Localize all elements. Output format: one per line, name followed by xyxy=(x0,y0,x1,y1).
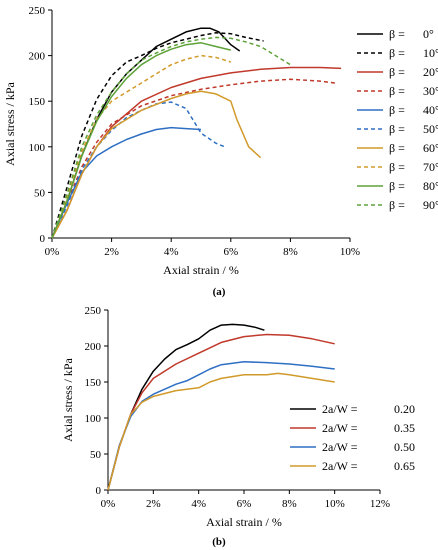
x-tick-label: 0% xyxy=(45,246,60,258)
y-axis-label-b: Axial stress / kPa xyxy=(61,358,75,442)
legend-a: β = 0° β = 10° β = 20° β = 30° β = 40° β = 50… xyxy=(357,27,438,212)
series-line-60 xyxy=(51,90,262,239)
x-tick-label: 0% xyxy=(101,498,116,510)
legend-label: 0.65 xyxy=(394,459,415,473)
y-tick-label: 150 xyxy=(85,377,102,389)
series-line-40 xyxy=(51,126,202,239)
legend-prefix: β = xyxy=(389,27,405,41)
panel-label-a: (a) xyxy=(213,286,226,298)
legend-label: 0.35 xyxy=(394,421,415,435)
legend-prefix: β = xyxy=(389,160,405,174)
x-tick-label: 4% xyxy=(164,246,179,258)
x-tick-label: 8% xyxy=(282,498,297,510)
series-line-80 xyxy=(51,42,231,239)
y-tick-label: 100 xyxy=(85,413,102,425)
y-tick-label: 0 xyxy=(40,233,46,245)
legend-prefix: β = xyxy=(389,179,405,193)
x-tick-label: 12% xyxy=(370,498,390,510)
y-tick-label: 250 xyxy=(29,5,46,17)
legend-label: 90° xyxy=(423,198,438,212)
legend-prefix: β = xyxy=(389,65,405,79)
ticks-b: 0% 2% 4% 6% 8% 10% 12% 0 50 100 150 200 250 xyxy=(85,305,391,510)
panel-label-b: (b) xyxy=(212,536,226,548)
series-line-0.20 xyxy=(107,323,265,491)
y-tick-label: 200 xyxy=(29,51,46,63)
x-tick-label: 2% xyxy=(104,246,119,258)
axes-a xyxy=(51,10,350,239)
series-line-0.50 xyxy=(107,361,335,491)
x-tick-label: 10% xyxy=(340,246,360,258)
legend-prefix: β = xyxy=(389,122,405,136)
legend-prefix: 2a/W = xyxy=(322,402,358,416)
x-axis-label-b: Axial strain / % xyxy=(206,515,282,529)
chart-b: 0% 2% 4% 6% 8% 10% 12% 0 50 100 150 200 250 Axial st… xyxy=(61,305,415,548)
legend-label: 0.50 xyxy=(394,440,415,454)
ticks-a: 0% 2% 4% 6% 8% 10% 0 50 100 150 200 250 xyxy=(29,5,361,258)
series-lines-b xyxy=(107,323,335,491)
legend-prefix: 2a/W = xyxy=(322,459,358,473)
y-tick-label: 50 xyxy=(90,449,102,461)
legend-label: 0° xyxy=(423,27,434,41)
x-tick-label: 10% xyxy=(325,498,345,510)
legend-label: 20° xyxy=(423,65,438,79)
legend-label: 70° xyxy=(423,160,438,174)
series-line-20 xyxy=(51,66,342,239)
x-axis-label-a: Axial strain / % xyxy=(163,263,239,277)
y-tick-label: 50 xyxy=(34,187,46,199)
y-tick-label: 250 xyxy=(85,305,102,317)
series-line-90 xyxy=(51,36,291,239)
legend-label: 50° xyxy=(423,122,438,136)
legend-label: 0.20 xyxy=(394,402,415,416)
series-line-10 xyxy=(51,32,264,239)
series-line-70 xyxy=(51,54,232,239)
legend-prefix: β = xyxy=(389,84,405,98)
x-tick-label: 8% xyxy=(283,246,298,258)
legend-prefix: 2a/W = xyxy=(322,440,358,454)
legend-label: 60° xyxy=(423,141,438,155)
y-tick-label: 100 xyxy=(29,142,46,154)
legend-prefix: β = xyxy=(389,198,405,212)
x-tick-label: 6% xyxy=(223,246,238,258)
legend-label: 80° xyxy=(423,179,438,193)
y-axis-label-a: Axial stress / kPa xyxy=(3,82,17,166)
legend-label: 10° xyxy=(423,46,438,60)
legend-label: 30° xyxy=(423,84,438,98)
y-tick-label: 0 xyxy=(96,485,102,497)
x-tick-label: 2% xyxy=(146,498,161,510)
legend-prefix: β = xyxy=(389,141,405,155)
x-tick-label: 4% xyxy=(191,498,206,510)
y-tick-label: 200 xyxy=(85,341,102,353)
chart-a: 0% 2% 4% 6% 8% 10% 0 50 100 150 200 250 Axial strai… xyxy=(3,5,438,298)
legend-prefix: β = xyxy=(389,46,405,60)
series-lines-a xyxy=(51,27,342,239)
x-tick-label: 6% xyxy=(237,498,252,510)
series-line-0.65 xyxy=(107,372,335,491)
series-line-30 xyxy=(51,78,336,239)
y-tick-label: 150 xyxy=(29,96,46,108)
legend-prefix: 2a/W = xyxy=(322,421,358,435)
legend-prefix: β = xyxy=(389,103,405,117)
legend-label: 40° xyxy=(423,103,438,117)
